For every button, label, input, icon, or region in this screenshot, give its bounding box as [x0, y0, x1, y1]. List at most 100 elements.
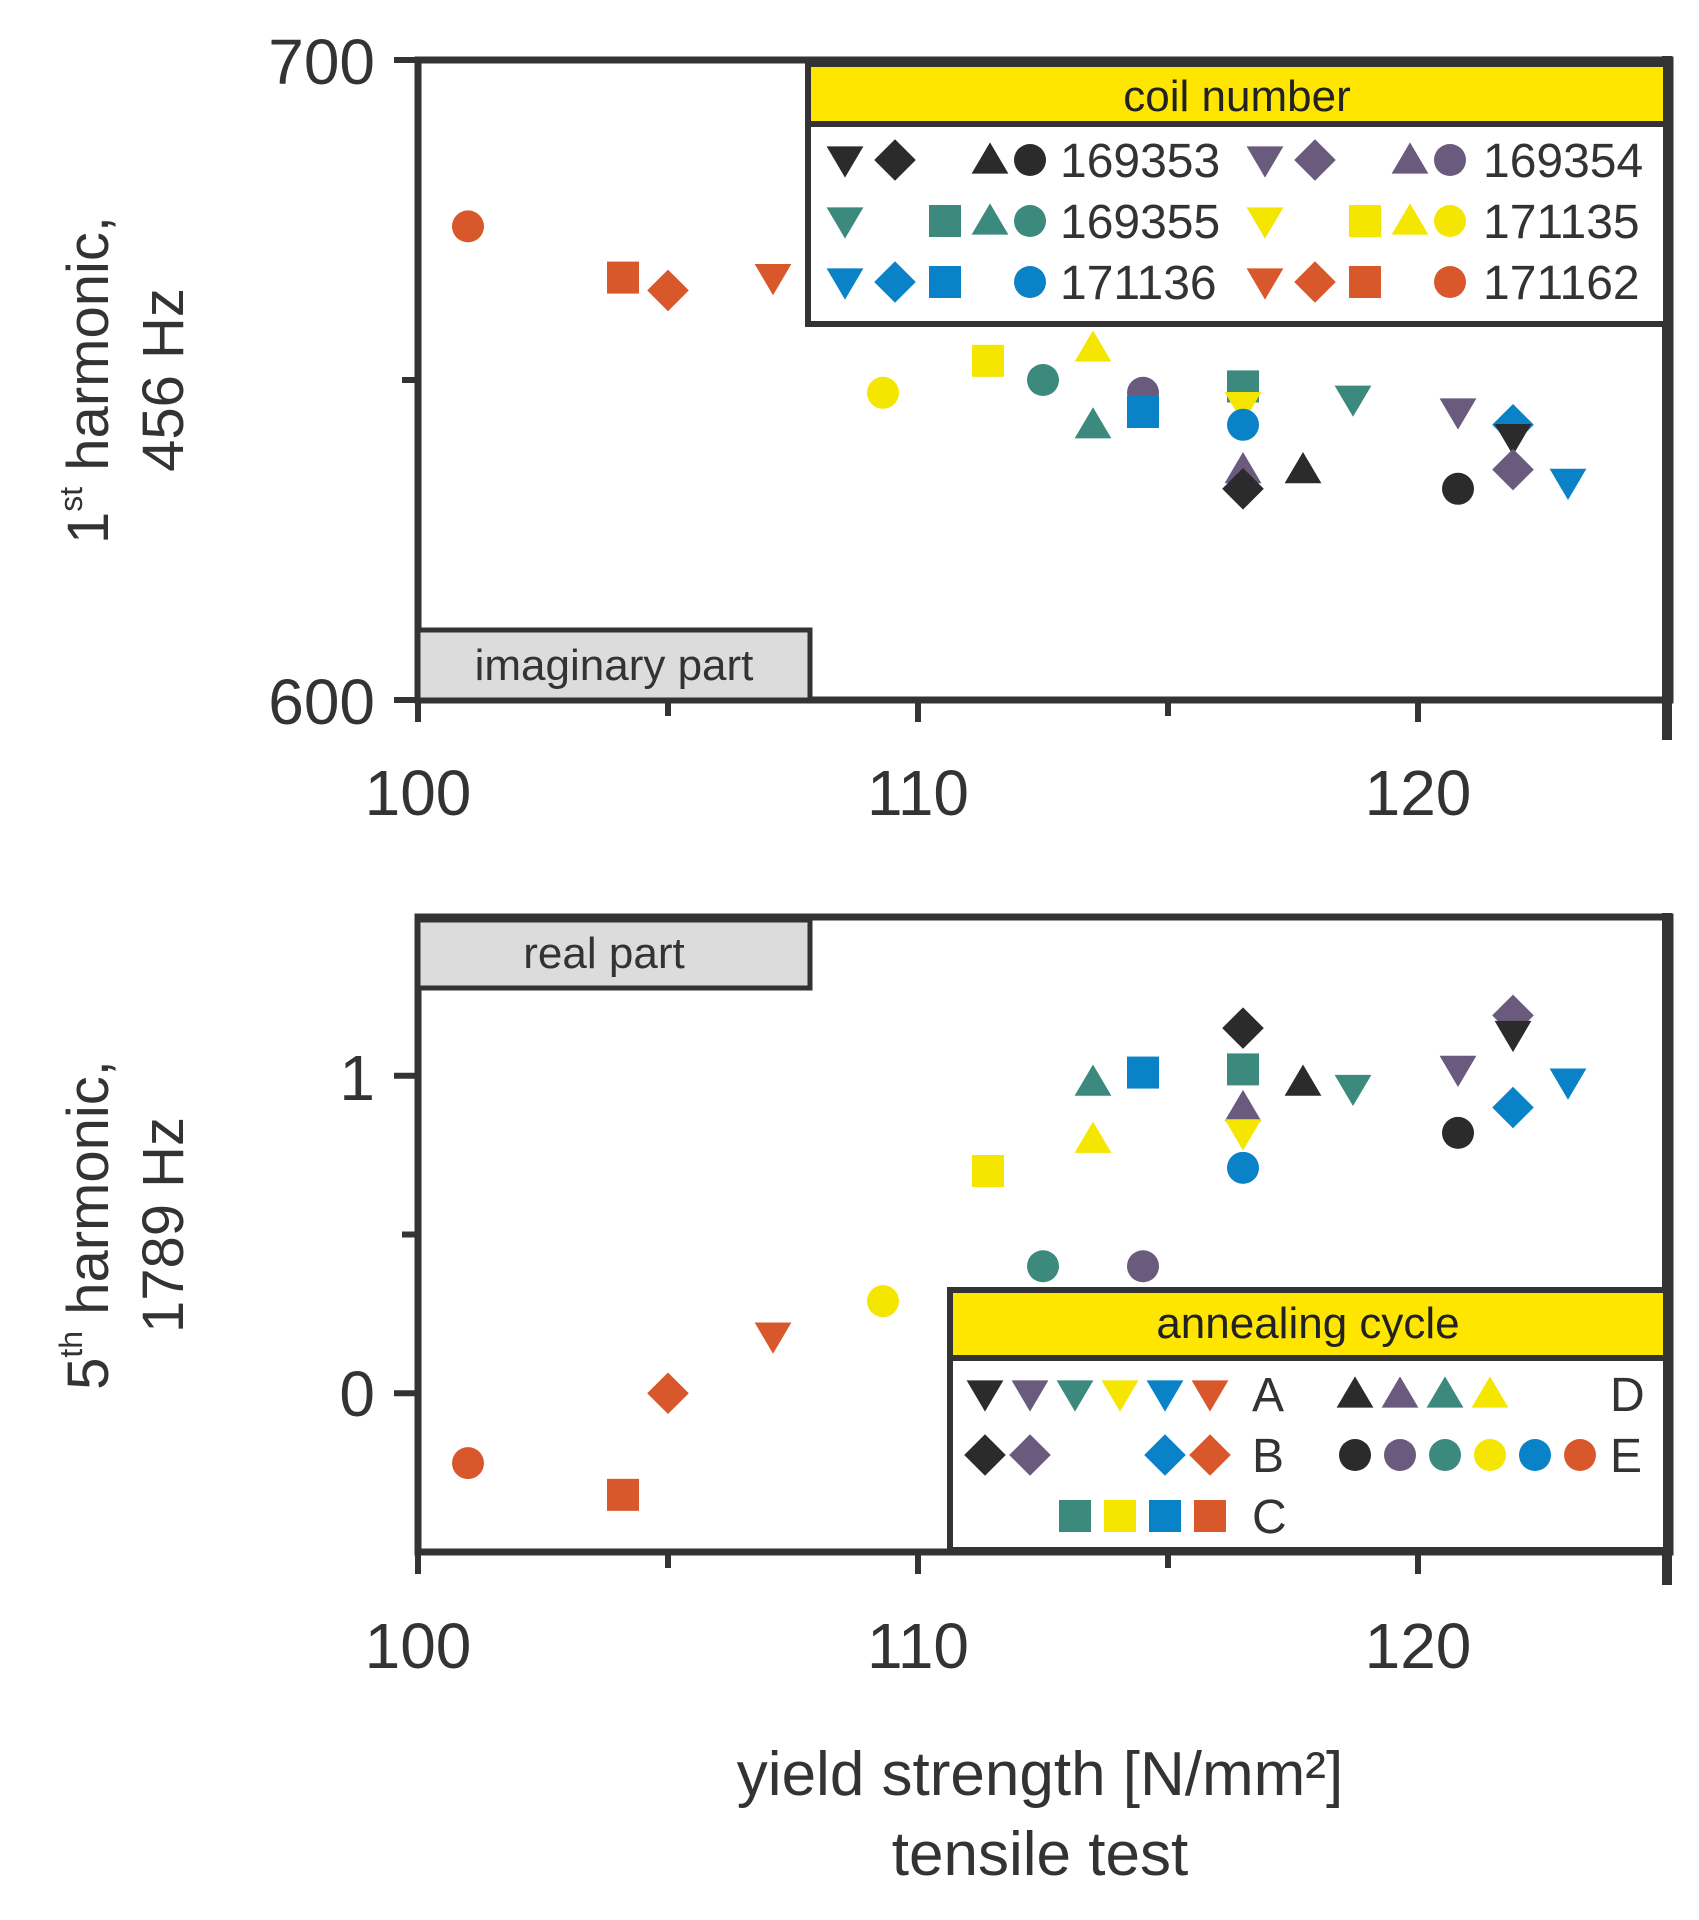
bottom-x-tick-label: 120: [1365, 1610, 1472, 1682]
data-point: [607, 1478, 639, 1511]
coil-legend-marker: [971, 142, 1009, 174]
data-point: [1227, 1053, 1259, 1086]
data-point: [1224, 1089, 1262, 1122]
annealing-cycle-legend: annealing cycle A D B E C: [947, 1287, 1669, 1553]
anneal-legend-marker: [1194, 1500, 1226, 1532]
data-point: [1224, 1119, 1262, 1151]
coil-legend-marker: [1349, 266, 1381, 298]
anneal-legend-label: B: [1252, 1430, 1284, 1483]
svg-text:1789 Hz: 1789 Hz: [131, 1117, 196, 1333]
data-point: [1284, 1064, 1322, 1096]
anneal-legend-marker: [1471, 1376, 1509, 1408]
coil-legend-marker: [1391, 142, 1429, 174]
data-point: [1222, 468, 1264, 510]
data-point: [1127, 396, 1159, 428]
anneal-legend-marker: [1429, 1439, 1461, 1471]
data-point: [1224, 452, 1262, 484]
coil-legend-markers: [826, 139, 1466, 303]
bottom-x-tick-label: 100: [365, 1610, 472, 1682]
anneal-legend-marker: [1011, 1380, 1049, 1412]
data-point: [1027, 364, 1059, 396]
bottom-x-tick-label: 110: [867, 1610, 969, 1682]
data-point: [1127, 1056, 1159, 1089]
top-y-tick-label: 700: [268, 26, 375, 98]
anneal-legend-marker: [1474, 1439, 1506, 1471]
coil-legend-marker: [826, 268, 864, 300]
top-x-tick-label: 100: [365, 757, 472, 829]
coil-legend-marker: [929, 205, 961, 237]
data-point: [607, 261, 639, 294]
coil-legend-marker: [1434, 144, 1466, 176]
coil-legend-marker: [1434, 205, 1466, 237]
data-point: [1227, 1151, 1259, 1184]
data-point: [1442, 472, 1474, 505]
anneal-legend-label: E: [1610, 1430, 1642, 1483]
anneal-legend-marker: [1381, 1376, 1419, 1408]
anneal-legend-marker: [1336, 1376, 1374, 1408]
bottom-axis-ticks: [394, 1072, 1671, 1574]
coil-legend-marker: [1349, 205, 1381, 237]
x-axis-title: yield strength [N/mm²]: [737, 1740, 1343, 1809]
coil-legend-label: 169353: [1060, 135, 1220, 188]
data-point: [1439, 398, 1477, 430]
coil-legend-marker: [1014, 144, 1046, 176]
data-point: [1074, 1121, 1112, 1153]
data-point: [452, 210, 484, 243]
coil-legend-marker: [1246, 268, 1284, 300]
data-point: [1549, 468, 1587, 500]
coil-legend-marker: [1294, 261, 1336, 303]
coil-legend-marker: [1391, 203, 1429, 235]
anneal-legend-marker: [1519, 1439, 1551, 1471]
coil-legend-marker: [874, 261, 916, 303]
coil-legend-label: 171136: [1060, 257, 1217, 310]
data-point: [1492, 448, 1534, 491]
coil-legend-marker: [826, 207, 864, 239]
data-point: [1442, 1116, 1474, 1149]
data-point: [452, 1447, 484, 1480]
coil-legend-label: 171135: [1483, 196, 1640, 249]
data-point: [1549, 1068, 1587, 1100]
data-point: [1334, 1074, 1372, 1107]
coil-legend-marker: [1434, 266, 1466, 298]
data-point: [972, 1155, 1004, 1187]
data-point: [1492, 1086, 1534, 1129]
data-point: [1494, 1020, 1532, 1053]
coil-legend-marker: [971, 203, 1009, 235]
top-y-tick-label: 600: [268, 666, 375, 738]
svg-text:456 Hz: 456 Hz: [131, 288, 196, 472]
real-part-label: real part: [523, 929, 684, 978]
anneal-legend-marker: [1426, 1376, 1464, 1408]
data-point: [647, 269, 689, 312]
coil-legend-marker: [1014, 205, 1046, 237]
anneal-legend-marker: [964, 1434, 1006, 1476]
top-panel: 700 600 100 110 120 1st harmonic, 456 Hz…: [53, 26, 1674, 829]
data-point: [867, 376, 899, 409]
coil-legend-label: 169354: [1483, 135, 1643, 188]
bottom-panel: 1 0 100 110 120 5th harmonic, 1789 Hz re…: [53, 913, 1674, 1682]
data-point: [1439, 1055, 1477, 1087]
data-point: [1074, 330, 1112, 362]
data-point: [754, 264, 792, 296]
anneal-legend-label: D: [1610, 1369, 1645, 1422]
coil-legend-label: 169355: [1060, 196, 1220, 249]
coil-legend-label: 171162: [1483, 257, 1640, 310]
data-point: [1494, 424, 1532, 456]
anneal-legend-marker: [1144, 1434, 1186, 1476]
anneal-legend-marker: [1059, 1500, 1091, 1532]
coil-legend-marker: [1246, 146, 1284, 178]
imaginary-part-tag: imaginary part: [415, 627, 813, 703]
x-axis-subtitle: tensile test: [892, 1820, 1188, 1889]
coil-legend-title: coil number: [1123, 72, 1350, 121]
anneal-legend-marker: [1056, 1380, 1094, 1412]
data-point: [647, 1372, 689, 1415]
data-point: [1074, 1064, 1112, 1096]
bottom-data-points: [452, 994, 1587, 1511]
anneal-legend-marker: [1191, 1380, 1229, 1412]
top-data-points: [452, 210, 1587, 510]
data-point: [1224, 392, 1262, 424]
anneal-legend-label: A: [1252, 1369, 1284, 1422]
anneal-legend-marker: [1189, 1434, 1231, 1476]
data-point: [1222, 1007, 1264, 1049]
coil-legend-marker: [874, 139, 916, 181]
